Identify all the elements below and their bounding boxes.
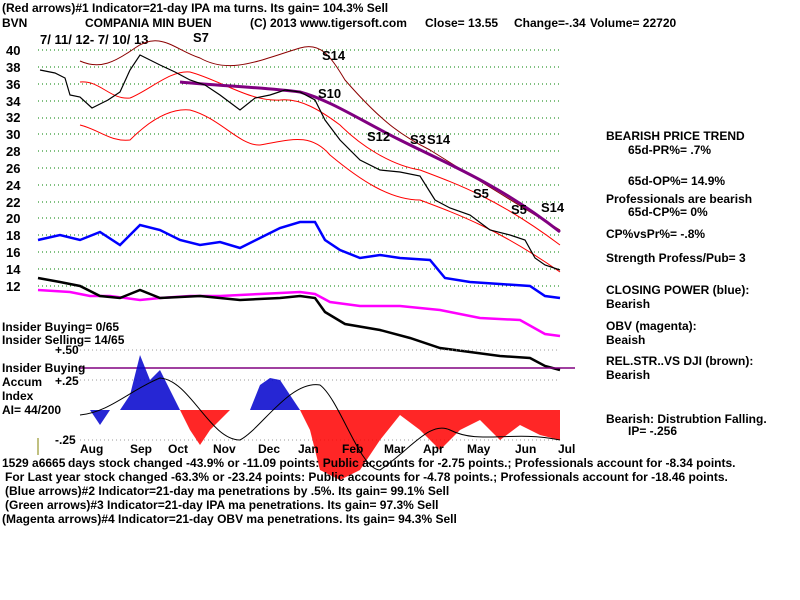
ip-value: IP= -.256 xyxy=(628,424,678,438)
footer-line-2: For Last year stock changed -63.3% or -2… xyxy=(5,470,728,484)
close-value: Close= 13.55 xyxy=(425,16,499,30)
price-tick: 12 xyxy=(6,279,21,294)
month-label: Apr xyxy=(423,442,444,456)
cpvspr-value: CP%vsPr%= -.8% xyxy=(606,227,706,241)
price-tick: 20 xyxy=(6,211,21,226)
signal-s10: S10 xyxy=(318,86,342,101)
insider-buying: Insider Buying= 0/65 xyxy=(2,320,120,334)
ai-value: AI= 44/200 xyxy=(2,403,62,417)
price-tick: 30 xyxy=(6,127,21,142)
month-label: May xyxy=(467,442,491,456)
price-tick: 18 xyxy=(6,228,21,243)
distribution-label: Bearish: Distrubtion Falling. xyxy=(606,412,767,426)
price-tick: 22 xyxy=(6,195,21,210)
month-label: Nov xyxy=(213,442,236,456)
change-value: Change=-.34 xyxy=(514,16,586,30)
price-tick: 16 xyxy=(6,245,21,260)
insider-buying-label: Insider Buying xyxy=(2,361,86,375)
month-label: Jan xyxy=(298,442,319,456)
op-value: 65d-OP%= 14.9% xyxy=(628,174,726,188)
signal-s14-b: S14 xyxy=(427,132,451,147)
cp-value: 65d-CP%= 0% xyxy=(628,205,708,219)
footer-line-3: (Blue arrows)#2 Indicator=21-day ma pene… xyxy=(5,484,450,498)
pr-value: 65d-PR%= .7% xyxy=(628,143,712,157)
company-name: COMPANIA MIN BUEN xyxy=(85,16,212,30)
signal-s5-b: S5 xyxy=(511,202,527,217)
month-label: Aug xyxy=(80,442,104,456)
grid-lines xyxy=(38,49,560,287)
ticker: BVN xyxy=(2,16,28,30)
obv-value: Beaish xyxy=(606,333,646,347)
footer-line-1: days stock changed -43.9% or -11.09 poin… xyxy=(68,456,736,470)
month-label: Jun xyxy=(515,442,537,456)
strength-value: Strength Profess/Pub= 3 xyxy=(606,251,746,265)
relstr-value: Bearish xyxy=(606,368,651,382)
ai-plus50: +.50 xyxy=(55,343,79,357)
relstr-title: REL.STR..VS DJI (brown): xyxy=(606,354,754,368)
indicator-1-line: (Red arrows)#1 Indicator=21-day IPA ma t… xyxy=(2,1,389,15)
obv-title: OBV (magenta): xyxy=(606,319,697,333)
month-label: Sep xyxy=(130,442,153,456)
signal-s14-c: S14 xyxy=(541,200,565,215)
price-tick: 24 xyxy=(6,178,21,193)
price-tick: 28 xyxy=(6,144,21,159)
closing-power-title: CLOSING POWER (blue): xyxy=(606,283,750,297)
signal-s5: S5 xyxy=(473,186,489,201)
footer-line-4: (Green arrows)#3 Indicator=21-day IPA ma… xyxy=(5,498,439,512)
insider-selling: Insider Selling= 14/65 xyxy=(2,333,125,347)
footer-prefix: 1529 a6665 xyxy=(2,456,66,470)
price-tick: 32 xyxy=(6,110,21,125)
closing-power-value: Bearish xyxy=(606,297,651,311)
index-label: Index xyxy=(2,389,34,403)
price-tick: 38 xyxy=(6,60,21,75)
signal-s14: S14 xyxy=(322,48,346,63)
month-label: Jul xyxy=(558,442,576,456)
ai-plus25: +.25 xyxy=(55,374,79,388)
month-label: Feb xyxy=(342,442,364,456)
copyright: (C) 2013 www.tigersoft.com xyxy=(250,16,407,30)
price-tick: 34 xyxy=(6,94,21,109)
footer-line-5: (Magenta arrows)#4 Indicator=21-day OBV … xyxy=(2,512,457,526)
price-tick: 14 xyxy=(6,262,21,277)
ai-minus25: -.25 xyxy=(55,433,76,447)
price-tick: 26 xyxy=(6,161,21,176)
month-label: Mar xyxy=(384,442,406,456)
volume-value: Volume= 22720 xyxy=(590,16,677,30)
price-tick: 36 xyxy=(6,77,21,92)
price-tick: 40 xyxy=(6,43,21,58)
professionals-label: Professionals are bearish xyxy=(606,192,753,206)
month-label: Dec xyxy=(258,442,281,456)
trend-label: BEARISH PRICE TREND xyxy=(606,129,745,143)
date-range: 7/ 11/ 12- 7/ 10/ 13 xyxy=(40,32,149,47)
signal-s7: S7 xyxy=(193,30,209,45)
accum-label: Accum xyxy=(2,375,43,389)
signal-s3: S3 xyxy=(410,132,426,147)
signal-s12: S12 xyxy=(367,129,391,144)
month-label: Oct xyxy=(168,442,189,456)
